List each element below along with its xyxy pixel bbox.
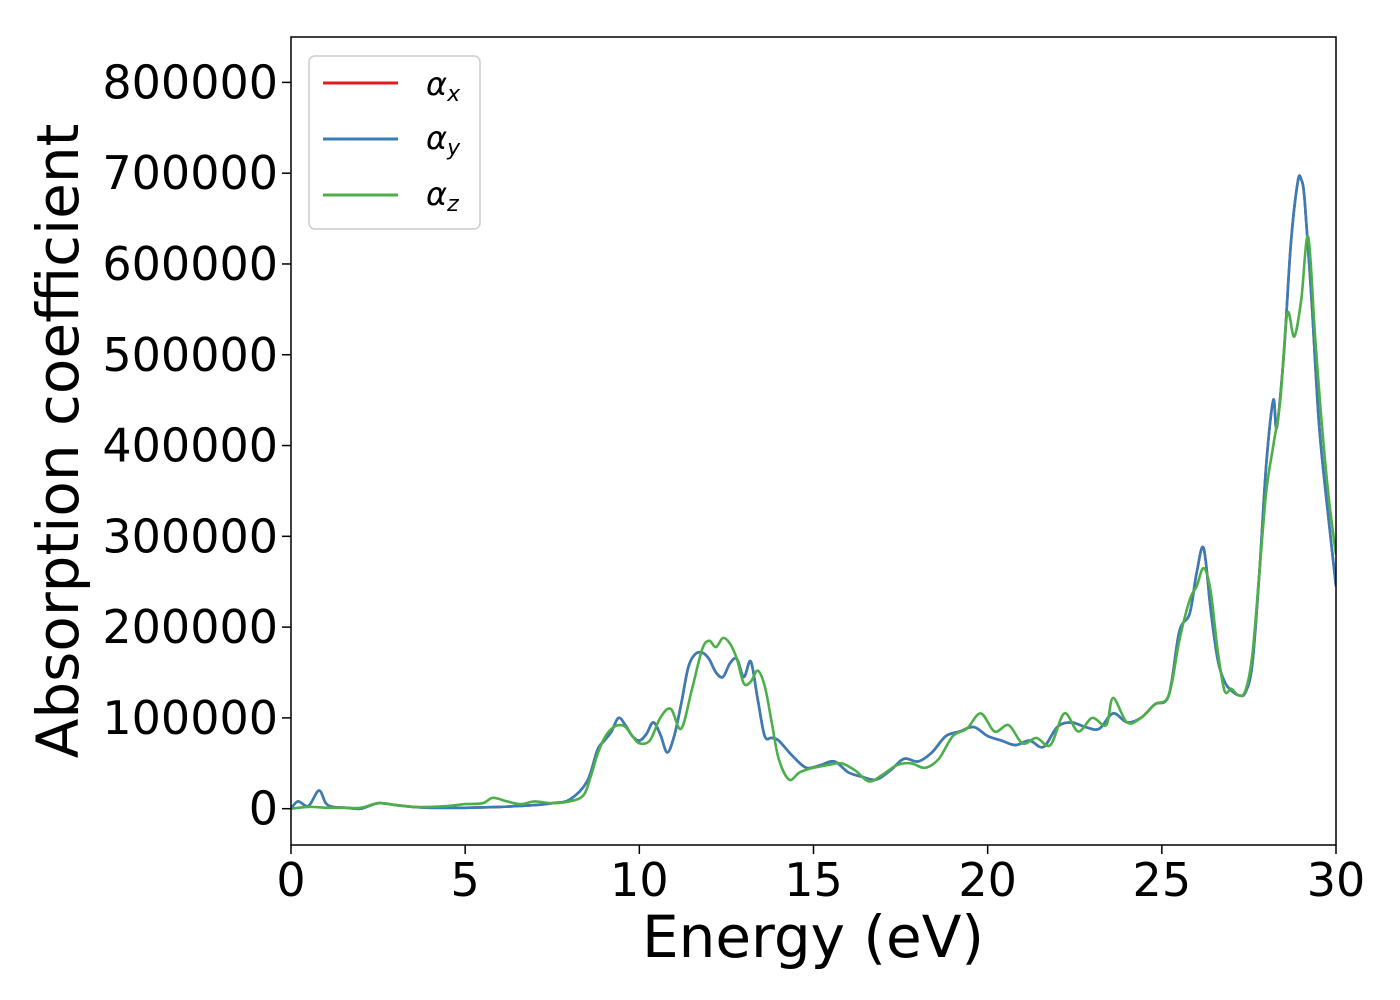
series-layer (291, 174, 1336, 811)
x-axis-label: Energy (eV) (642, 903, 984, 971)
y-tick-label: 0 (249, 782, 278, 836)
legend-label-alpha-y: αy (426, 119, 461, 161)
x-tick-label: 20 (958, 853, 1017, 907)
y-tick-label: 600000 (102, 237, 278, 291)
y-tick-label: 700000 (102, 146, 278, 200)
x-tick-label: 15 (784, 853, 843, 907)
legend-label-alpha-x: αx (426, 65, 461, 107)
x-tick-label: 10 (610, 853, 669, 907)
x-tick-label: 0 (276, 853, 305, 907)
legend: αx αy αz (308, 55, 481, 230)
y-tick-label: 300000 (102, 509, 278, 563)
y-tick-label: 100000 (102, 691, 278, 745)
y-axis: 0 100000 200000 300000 400000 500000 600000 700… (102, 55, 291, 836)
y-tick-label: 400000 (102, 419, 278, 473)
y-tick-label: 800000 (102, 55, 278, 109)
y-tick-label: 200000 (102, 600, 278, 654)
x-tick-label: 5 (451, 853, 480, 907)
legend-label-alpha-z: αz (426, 175, 459, 217)
x-axis: 0 5 10 15 20 25 30 (276, 845, 1365, 907)
x-tick-label: 25 (1133, 853, 1192, 907)
y-tick-label: 500000 (102, 328, 278, 382)
y-axis-label: Absorption coefficient (24, 124, 92, 759)
series-line-alpha-z (291, 235, 1336, 810)
legend-box (308, 55, 481, 230)
x-tick-label: 30 (1307, 853, 1366, 907)
